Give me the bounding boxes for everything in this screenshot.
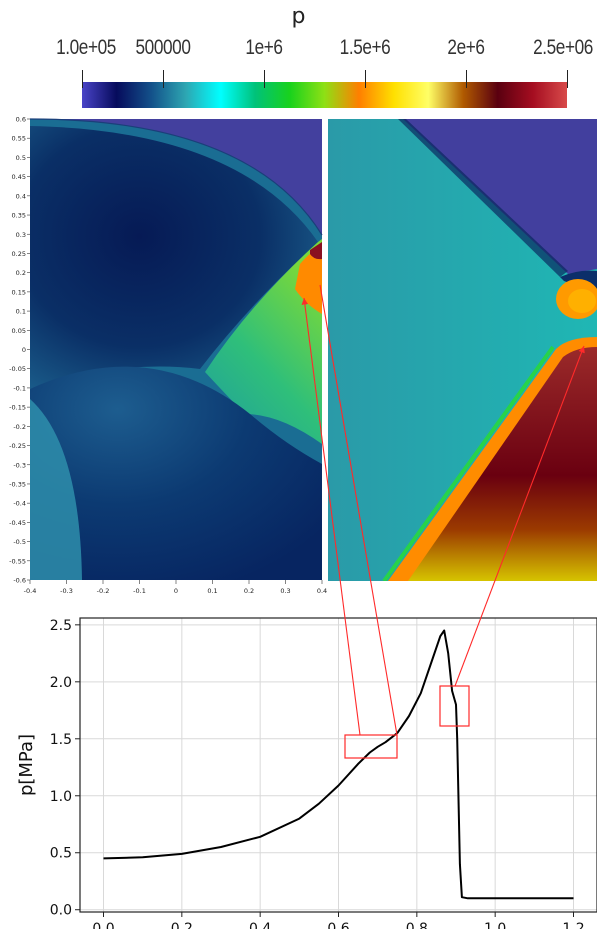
- field-left-x-tick-label: 0.2: [244, 587, 254, 595]
- field-left-peak-spot: [310, 242, 322, 260]
- field-left-x-tick-label: 0.1: [207, 587, 217, 595]
- field-right-upstream-region: [403, 119, 597, 274]
- y-tick-label: 2.5: [50, 618, 72, 634]
- field-left-y-tick-label: -0.15: [9, 404, 26, 412]
- field-left-lower-arc: [30, 399, 82, 580]
- field-left-y-tick-label: -0.2: [13, 423, 26, 431]
- field-left-y-tick-label: 0.45: [12, 173, 26, 181]
- y-tick-label: 1.0: [50, 789, 72, 805]
- field-left-x-tick-label: -0.1: [133, 587, 146, 595]
- field-left-y-tick-label: -0.3: [13, 461, 26, 469]
- field-left-y-tick-label: 0.6: [16, 116, 26, 124]
- field-left-y-tick-label: 0.2: [16, 269, 26, 277]
- colorbar-tick-label: 2e+6: [447, 36, 485, 59]
- chart-x-ticks: 0.0 0.2 0.4 0.6 0.8 1.0 1.2: [92, 912, 585, 929]
- field-left-high-pressure-spot: [295, 246, 322, 314]
- field-left-y-tick-label: -0.1: [13, 384, 26, 392]
- pressure-line-chart: 0.0 0.2 0.4 0.6 0.8 1.0 1.2 0.0 0.5 1.0 1.5 2.0 2.5…: [16, 617, 597, 929]
- series-line: [103, 629, 574, 900]
- field-left-y-tick-label: 0.4: [16, 192, 26, 200]
- x-tick-label: 0.4: [249, 921, 271, 929]
- field-left-x-ticks: -0.4 -0.3 -0.2 -0.1 0 0.1 0.2 0.3 0.4: [24, 580, 327, 595]
- chart-y-label: p[MPa]: [16, 734, 37, 796]
- field-left-y-tick-label: 0.55: [12, 135, 26, 143]
- colorbar-tick: [567, 70, 568, 88]
- colorbar-tick-label: 500000: [135, 36, 191, 59]
- field-left-y-tick-label: 0.15: [12, 288, 26, 296]
- chart-series: [103, 629, 574, 900]
- x-tick-label: 0.0: [92, 921, 114, 929]
- field-left-shock-front: [29, 118, 323, 236]
- field-left-low-dome: [30, 366, 322, 580]
- field-left-y-tick-label: 0.1: [16, 308, 26, 316]
- y-tick-label: 0.5: [50, 846, 72, 862]
- field-left-y-tick-label: -0.05: [9, 365, 26, 373]
- colorbar-title: p: [291, 4, 306, 29]
- field-left-y-tick-label: 0: [22, 346, 26, 354]
- x-tick-label: 0.6: [327, 921, 349, 929]
- x-tick-label: 0.2: [171, 921, 193, 929]
- field-left-y-tick-label: -0.6: [13, 577, 26, 585]
- field-left-x-tick-label: 0: [174, 587, 178, 595]
- field-left-x-tick-label: -0.3: [60, 587, 73, 595]
- y-tick-label: 0.0: [50, 903, 72, 919]
- x-tick-label: 1.0: [484, 921, 506, 929]
- field-left-y-tick-label: 0.5: [16, 154, 26, 162]
- colorbar-tick: [82, 70, 83, 88]
- field-left-y-tick-label: -0.4: [13, 500, 26, 508]
- field-left-y-ticks: 0.6 0.55 0.5 0.45 0.4 0.35 0.3 0.25 0.2 0.15 0.1 0.…: [9, 116, 30, 585]
- y-tick-label: 2.0: [50, 675, 72, 691]
- colorbar-tick-label: 1.5e+6: [339, 36, 391, 59]
- y-tick-label: 1.5: [50, 732, 72, 748]
- field-left-y-tick-label: 0.3: [16, 231, 26, 239]
- field-left-x-tick-label: 0.3: [280, 587, 290, 595]
- field-right-shock-band: [398, 119, 568, 277]
- colorbar: [82, 82, 567, 108]
- x-tick-label: 0.8: [406, 921, 428, 929]
- colorbar-tick-label: 1.0e+05: [56, 36, 116, 59]
- field-left-y-tick-label: -0.35: [9, 480, 26, 488]
- field-left-y-tick-label: 0.35: [12, 212, 26, 220]
- field-left-expansion-region: [30, 126, 318, 389]
- pressure-field-right-zoom: [328, 119, 597, 581]
- colorbar-tick-label: 1e+6: [245, 36, 283, 59]
- field-left-x-tick-label: 0.4: [317, 587, 327, 595]
- field-left-x-tick-label: -0.4: [24, 587, 37, 595]
- colorbar-tick: [465, 70, 467, 88]
- x-tick-label: 1.2: [562, 921, 584, 929]
- field-left-compressed-region: [205, 239, 322, 444]
- chart-y-ticks: 0.0 0.5 1.0 1.5 2.0 2.5: [50, 618, 80, 919]
- chart-grid: [80, 618, 597, 912]
- field-right-hot-core: [568, 289, 596, 313]
- field-left-y-tick-label: 0.25: [12, 250, 26, 258]
- field-left-x-tick-label: -0.2: [97, 587, 110, 595]
- colorbar-tick: [263, 70, 265, 88]
- colorbar-tick-label: 2.5e+06: [533, 36, 593, 59]
- pressure-field-left: 0.6 0.55 0.5 0.45 0.4 0.35 0.3 0.25 0.2 0.15 0.1 0.…: [9, 116, 327, 596]
- field-left-y-tick-label: -0.45: [9, 519, 26, 527]
- field-left-y-tick-label: -0.5: [13, 538, 26, 546]
- field-left-y-tick-label: 0.05: [12, 327, 26, 335]
- colorbar-tick: [364, 70, 366, 88]
- colorbar-tick: [162, 70, 164, 88]
- field-left-y-tick-label: -0.25: [9, 442, 26, 450]
- field-left-y-tick-label: -0.55: [9, 557, 26, 565]
